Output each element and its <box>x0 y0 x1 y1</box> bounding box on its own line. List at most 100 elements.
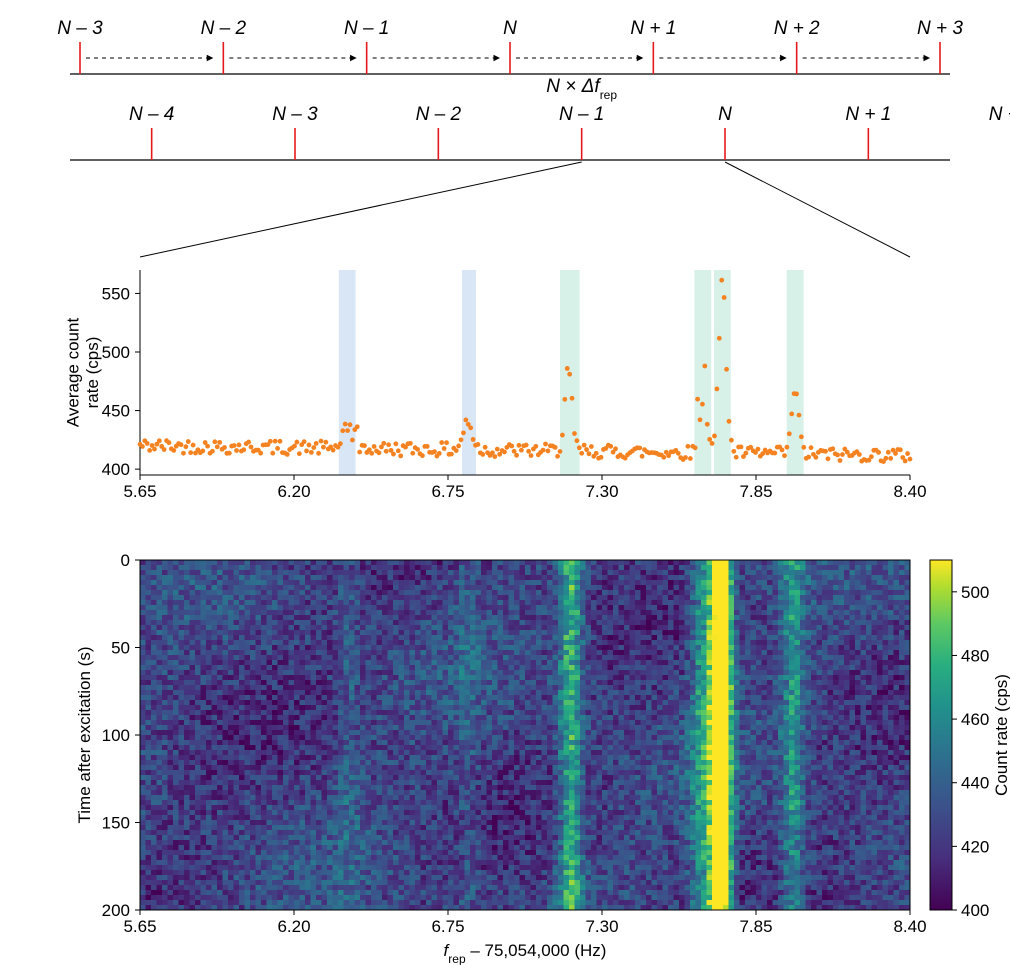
data-point <box>813 455 818 460</box>
comb-label: N – 2 <box>416 104 462 125</box>
data-point <box>787 431 792 436</box>
data-point <box>432 449 437 454</box>
data-point <box>297 451 302 456</box>
data-point <box>246 440 251 445</box>
data-point <box>560 433 565 438</box>
data-point <box>444 440 449 445</box>
data-point <box>529 453 534 458</box>
data-point <box>157 438 162 443</box>
cbar-tick-label: 480 <box>961 646 989 665</box>
data-point <box>579 451 584 456</box>
data-point <box>292 444 297 449</box>
data-point <box>688 456 693 461</box>
ylabel: Average countrate (cps) <box>64 318 103 428</box>
data-point <box>693 445 698 450</box>
ytick-label: 100 <box>102 726 130 745</box>
data-point <box>794 392 799 397</box>
data-point <box>734 455 739 460</box>
data-point <box>637 446 642 451</box>
data-point <box>739 445 744 450</box>
data-point <box>543 442 548 447</box>
zoom-guide <box>725 162 910 257</box>
data-point <box>514 453 519 458</box>
data-point <box>285 452 290 457</box>
data-point <box>567 372 572 377</box>
data-point <box>468 425 473 430</box>
data-point <box>835 452 840 457</box>
data-point <box>789 412 794 417</box>
xtick-label: 7.30 <box>585 917 618 936</box>
data-point <box>386 442 391 447</box>
data-point <box>186 439 191 444</box>
data-point <box>780 448 785 453</box>
comb-diagram: N – 3N – 4N – 2N – 3N – 1N – 2NN – 1N + … <box>70 10 950 210</box>
data-point <box>384 449 389 454</box>
data-point <box>311 445 316 450</box>
data-point <box>454 448 459 453</box>
data-point <box>533 444 538 449</box>
data-point <box>343 422 348 427</box>
data-point <box>541 448 546 453</box>
data-point <box>350 438 355 443</box>
xtick-label: 6.75 <box>431 482 464 501</box>
data-point <box>565 366 570 371</box>
data-point <box>258 451 263 456</box>
data-point <box>801 445 806 450</box>
data-point <box>876 450 881 455</box>
highlight-band <box>787 270 804 475</box>
data-point <box>471 437 476 442</box>
data-point <box>200 449 205 454</box>
data-point <box>316 451 321 456</box>
data-point <box>705 422 710 427</box>
data-point <box>205 444 210 449</box>
xtick-label: 8.40 <box>893 482 926 501</box>
data-point <box>731 449 736 454</box>
cbar-tick-label: 400 <box>961 901 989 920</box>
data-point <box>456 444 461 449</box>
zoom-guide <box>140 162 582 257</box>
data-point <box>304 449 309 454</box>
data-point <box>517 443 522 448</box>
data-point <box>784 445 789 450</box>
data-point <box>719 278 724 283</box>
data-point <box>442 446 447 451</box>
data-point <box>553 445 558 450</box>
ytick-label: 400 <box>102 460 130 479</box>
data-point <box>724 367 729 372</box>
data-point <box>357 450 362 455</box>
data-point <box>183 444 188 449</box>
data-point <box>338 441 343 446</box>
data-point <box>577 445 582 450</box>
data-point <box>217 440 222 445</box>
data-point <box>698 417 703 422</box>
data-point <box>562 397 567 402</box>
data-point <box>883 456 888 461</box>
comb-label: N + 2 <box>774 18 820 39</box>
data-point <box>589 444 594 449</box>
data-point <box>772 451 777 456</box>
data-point <box>171 448 176 453</box>
data-point <box>307 443 312 448</box>
data-point <box>391 452 396 457</box>
data-point <box>210 449 215 454</box>
data-point <box>461 430 466 435</box>
data-point <box>393 441 398 446</box>
data-point <box>756 447 761 452</box>
data-point <box>191 443 196 448</box>
data-point <box>727 419 732 424</box>
data-point <box>483 445 488 450</box>
data-point <box>640 454 645 459</box>
comb-label: N – 3 <box>57 18 103 39</box>
data-point <box>594 451 599 456</box>
data-point <box>241 447 246 452</box>
data-point <box>683 455 688 460</box>
data-point <box>234 448 239 453</box>
data-point <box>476 442 481 447</box>
data-point <box>275 446 280 451</box>
data-point <box>823 449 828 454</box>
data-point <box>903 459 908 464</box>
cbar-tick-label: 420 <box>961 837 989 856</box>
comb-label: N + 2 <box>989 104 1010 125</box>
data-point <box>273 439 278 444</box>
ylabel: Time after excitation (s) <box>75 647 94 824</box>
